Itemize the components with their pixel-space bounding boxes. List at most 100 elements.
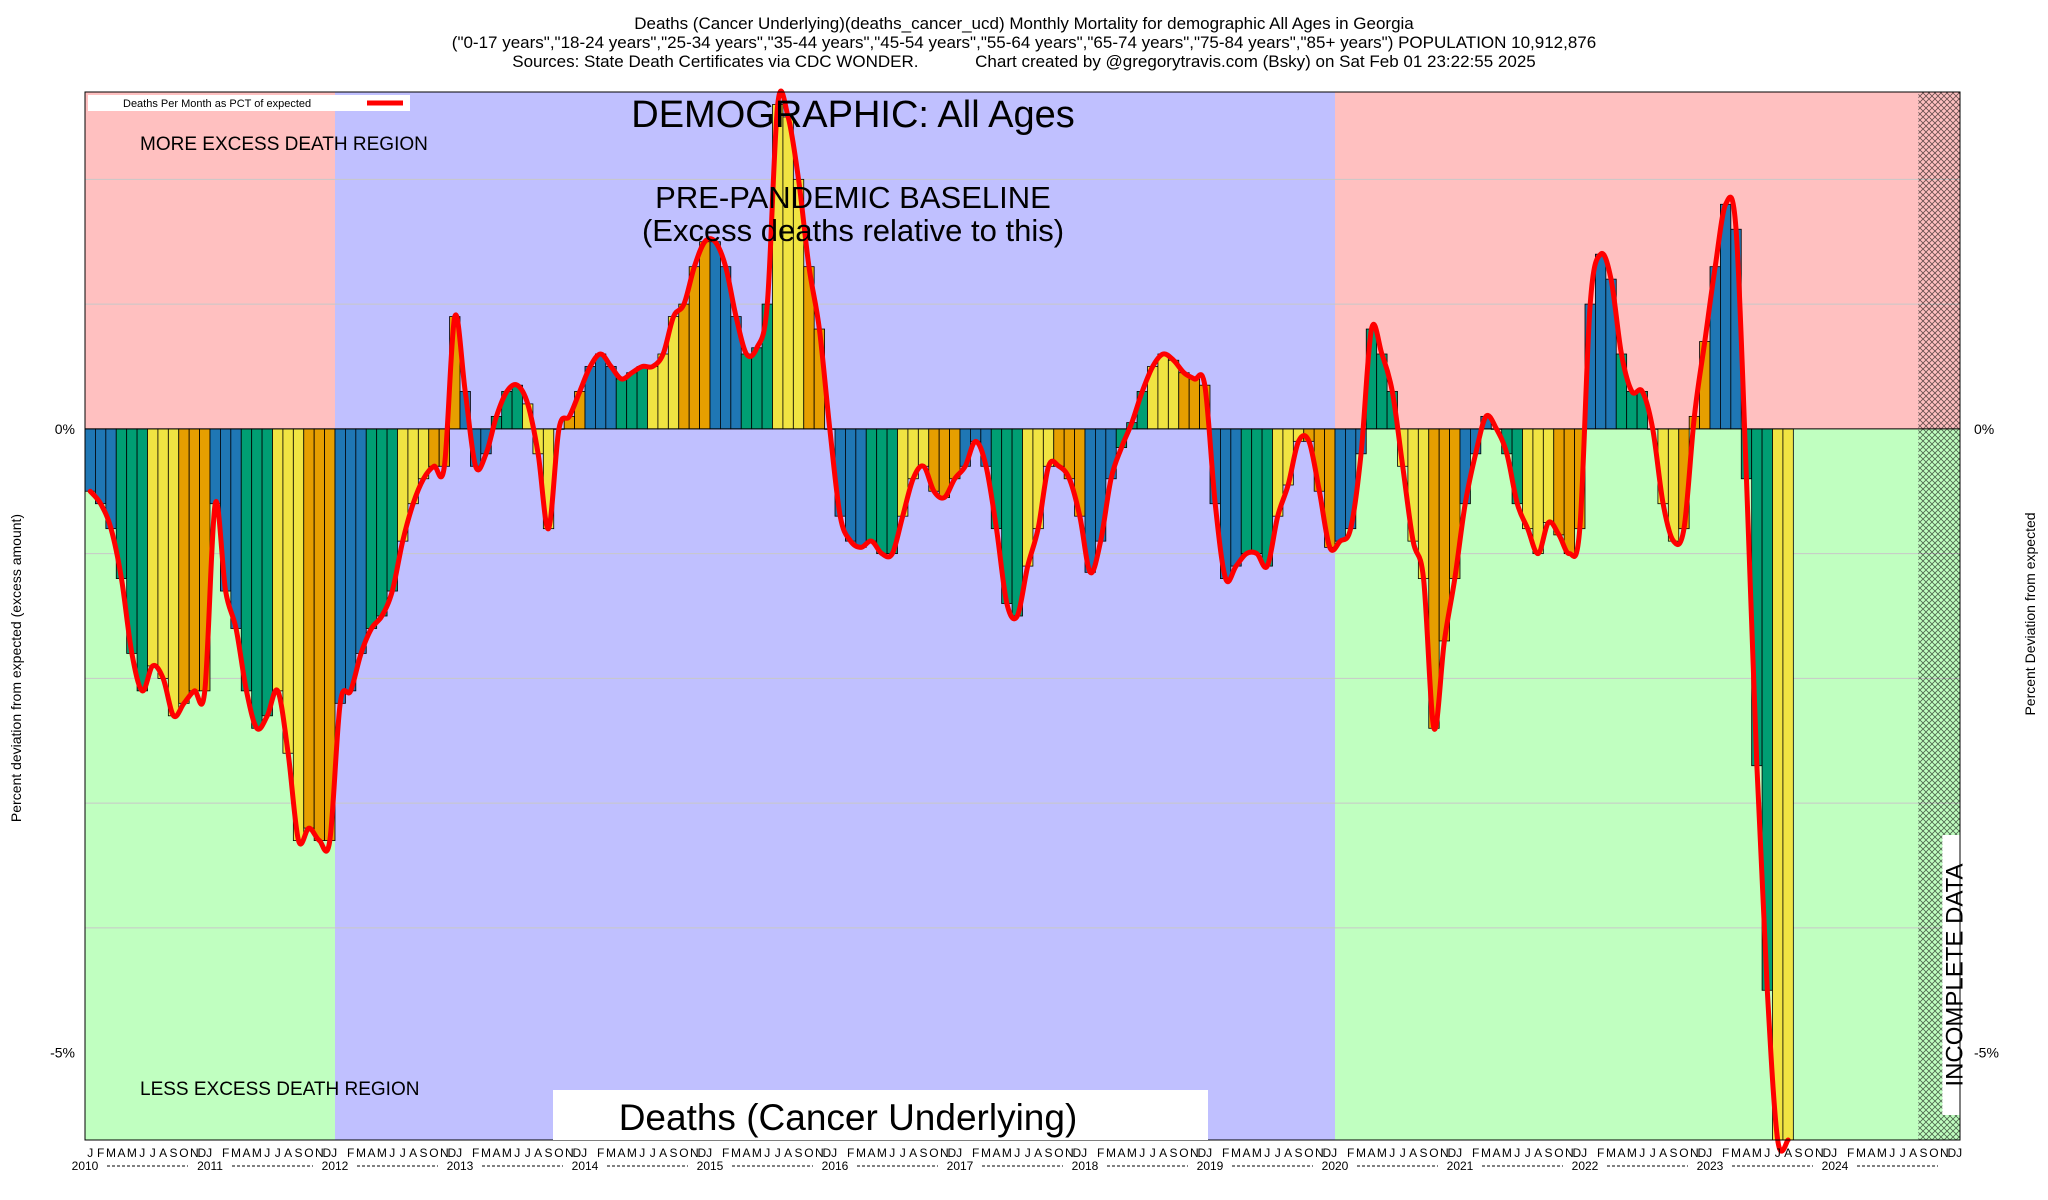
x-month-label: J [1764,1146,1770,1160]
legend: Deaths Per Month as PCT of expected [88,95,410,111]
x-month-label: A [992,1146,1000,1160]
bar [1178,372,1190,430]
x-month-label: N [440,1146,449,1160]
bar [188,428,200,692]
bar [251,428,263,729]
bar [178,428,190,704]
x-month-label: N [565,1146,574,1160]
x-month-label: A [1909,1146,1917,1160]
bar [136,428,148,692]
x-month-label: M [1502,1146,1512,1160]
x-month-label: J [400,1146,406,1160]
x-month-label: F [1722,1146,1729,1160]
bar-series [84,104,1960,1141]
x-month-label: O [1679,1146,1688,1160]
x-month-label: F [347,1146,354,1160]
x-month-label: F [597,1146,604,1160]
y-tick-label-right: -5% [1974,1045,1999,1061]
x-month-label: M [1627,1146,1637,1160]
x-month-label: J [1650,1146,1656,1160]
x-month-label: O [1179,1146,1188,1160]
x-month-label: A [1034,1146,1042,1160]
x-month-label: DJ [1322,1146,1337,1160]
x-month-label: M [1877,1146,1887,1160]
x-month-label: M [1856,1146,1866,1160]
x-month-label: M [502,1146,512,1160]
x-month-label: DJ [322,1146,337,1160]
bar [1563,428,1575,555]
x-month-label: S [1045,1146,1053,1160]
x-month-label: M [1231,1146,1241,1160]
x-month-label: M [1606,1146,1616,1160]
bar [1251,428,1263,555]
x-month-label: M [231,1146,241,1160]
x-month-label: M [877,1146,887,1160]
bar [751,347,763,430]
x-month-label: S [1670,1146,1678,1160]
bar [845,428,857,542]
x-month-label: A [617,1146,625,1160]
x-month-label: J [389,1146,395,1160]
x-month-label: A [909,1146,917,1160]
x-month-label: A [1284,1146,1292,1160]
x-year-label: 2019 [1197,1159,1224,1173]
x-year-label: 2018 [1072,1159,1099,1173]
baseline-title: PRE-PANDEMIC BASELINE [655,180,1051,215]
x-month-label: O [1304,1146,1313,1160]
bar [1240,428,1253,555]
bar [647,366,659,430]
x-month-label: J [1025,1146,1031,1160]
x-month-label: O [1054,1146,1063,1160]
bar [709,241,721,430]
x-month-label: A [1742,1146,1750,1160]
bar [376,428,388,617]
x-month-label: M [856,1146,866,1160]
incomplete-data-label: INCOMPLETE DATA [1942,863,1969,1086]
x-year-label: 2014 [572,1159,599,1173]
axis-ticks: 0% 0% -5% -5% [50,421,1999,1061]
bottom-title: Deaths (Cancer Underlying) [619,1097,1078,1138]
bar [95,428,107,505]
x-month-label: A [1784,1146,1792,1160]
less-excess-region-label: LESS EXCESS DEATH REGION [140,1079,419,1100]
x-month-label: A [784,1146,792,1160]
bar [1626,391,1638,430]
x-month-label: A [1409,1146,1417,1160]
x-month-label: A [742,1146,750,1160]
x-month-label: M [106,1146,116,1160]
x-month-label: A [117,1146,125,1160]
x-month-label: J [525,1146,531,1160]
bar [855,428,867,548]
x-month-label: O [804,1146,813,1160]
x-month-label: M [1127,1146,1137,1160]
x-month-label: J [87,1146,93,1160]
bar [626,372,638,430]
x-month-label: M [752,1146,762,1160]
x-month-label: N [190,1146,199,1160]
x-month-label: S [1920,1146,1928,1160]
x-month-label: M [1002,1146,1012,1160]
x-month-label: O [1554,1146,1563,1160]
bar [261,428,273,717]
x-month-label: M [1106,1146,1116,1160]
x-month-label: J [764,1146,770,1160]
x-month-label: DJ [1947,1146,1962,1160]
bar [1230,428,1242,567]
x-month-label: M [481,1146,491,1160]
bar [917,428,930,467]
x-month-label: O [179,1146,188,1160]
y-axis-label-left: Percent deviation from expected (excess … [8,513,24,823]
x-month-label: J [275,1146,281,1160]
x-month-label: N [1940,1146,1949,1160]
x-month-label: M [1377,1146,1387,1160]
bar [230,428,242,629]
x-month-label: J [650,1146,656,1160]
x-month-label: S [1295,1146,1303,1160]
x-month-label: J [1525,1146,1531,1160]
x-month-label: F [97,1146,104,1160]
x-month-label: A [367,1146,375,1160]
x-month-label: F [1097,1146,1104,1160]
bar [699,241,711,430]
bar [740,353,753,430]
